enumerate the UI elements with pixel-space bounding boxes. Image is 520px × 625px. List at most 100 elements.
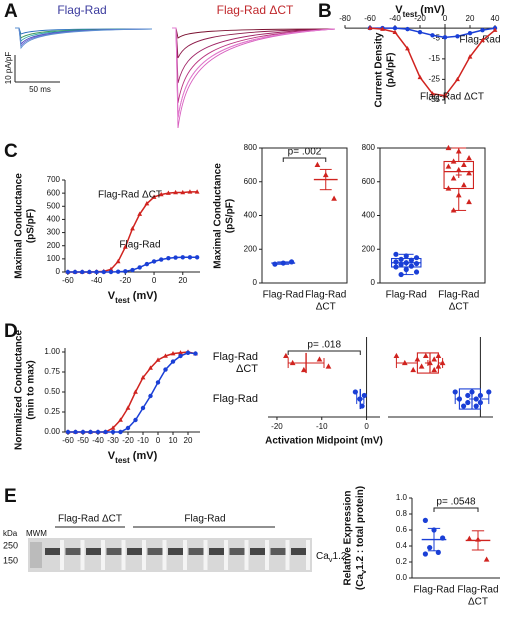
data-point xyxy=(166,256,171,261)
blot-lane-gap xyxy=(285,540,290,570)
data-point xyxy=(194,255,200,260)
x-tick-label: -20 xyxy=(414,14,426,23)
x-tick-label: -40 xyxy=(92,436,104,445)
y-axis-label: Relative Expression xyxy=(343,490,354,585)
category-label: ΔCT xyxy=(236,363,258,375)
y-tick-label: 0.00 xyxy=(44,427,60,436)
data-point xyxy=(431,356,438,362)
data-point xyxy=(405,45,410,51)
data-point xyxy=(155,357,161,362)
data-point xyxy=(283,352,289,359)
data-point xyxy=(431,527,437,533)
category-label: Flag-Rad xyxy=(438,290,479,301)
p-value: p= .002 xyxy=(288,147,322,158)
data-point xyxy=(414,356,421,362)
data-point xyxy=(403,266,409,273)
data-point xyxy=(140,405,146,411)
data-point xyxy=(103,429,108,435)
x-tick-label: 0 xyxy=(152,276,157,285)
data-point xyxy=(140,374,146,380)
x-axis-label-part: V xyxy=(108,290,116,302)
data-point xyxy=(401,359,408,366)
data-point xyxy=(123,269,128,274)
data-point xyxy=(170,359,176,364)
y-tick-label: -5 xyxy=(433,33,441,42)
significance-bracket xyxy=(282,157,327,162)
data-point xyxy=(144,261,150,267)
data-point xyxy=(170,350,176,356)
blot-lane-gap xyxy=(244,540,249,570)
blot-label: Flag-Rad xyxy=(184,514,225,525)
trace-label: Flag-Rad xyxy=(57,3,106,17)
data-point xyxy=(435,363,442,369)
data-point xyxy=(392,29,398,34)
data-point xyxy=(80,269,85,275)
data-point xyxy=(352,389,358,395)
blot-band xyxy=(45,548,60,555)
x-axis-label: Activation Midpoint (mV) xyxy=(265,436,383,447)
data-point xyxy=(413,260,420,267)
series-label: Flag-Rad ΔCT xyxy=(420,92,484,103)
data-point xyxy=(163,353,168,358)
data-point xyxy=(422,352,429,359)
data-point xyxy=(435,352,442,359)
data-point xyxy=(410,366,417,373)
data-point xyxy=(101,269,106,275)
data-point xyxy=(173,189,179,195)
data-point xyxy=(148,393,153,399)
current-trace xyxy=(172,27,336,59)
data-point xyxy=(461,161,467,167)
data-point xyxy=(450,207,457,213)
y-tick-label: 300 xyxy=(47,228,61,237)
current-trace xyxy=(172,27,336,129)
scale-label: 10 pA/pF xyxy=(4,52,13,85)
data-point xyxy=(465,392,471,399)
x-tick-label: -60 xyxy=(62,436,74,445)
x-axis-label-part: (mV) xyxy=(417,4,445,16)
x-tick-label: 0 xyxy=(364,422,369,431)
x-axis-label: Vtest (mV) xyxy=(108,450,158,465)
x-tick-label: -60 xyxy=(62,276,74,285)
y-tick-label: 0.2 xyxy=(396,557,408,566)
blot-label: kDa xyxy=(3,529,18,538)
data-point xyxy=(486,389,492,395)
category-label: Flag-Rad xyxy=(213,393,258,405)
x-tick-label: -30 xyxy=(107,436,119,445)
data-point xyxy=(439,359,446,366)
data-point xyxy=(380,26,385,31)
blot-band xyxy=(147,548,163,555)
blot-lane-gap xyxy=(142,540,146,570)
y-tick-label: 800 xyxy=(362,143,376,152)
blot-label: 250 xyxy=(3,540,18,550)
data-point xyxy=(137,265,142,270)
data-point xyxy=(133,417,138,423)
blot-label-part: Ca xyxy=(316,551,329,562)
data-point xyxy=(159,257,164,262)
data-point xyxy=(456,396,462,402)
data-point xyxy=(357,396,363,402)
data-point xyxy=(122,244,128,249)
data-point xyxy=(408,263,414,269)
data-point xyxy=(469,389,475,395)
data-point xyxy=(72,269,78,275)
data-point xyxy=(480,27,485,33)
y-tick-label: 0 xyxy=(371,278,376,287)
data-point xyxy=(477,392,483,399)
y-tick-label: -25 xyxy=(428,74,440,83)
data-point xyxy=(115,269,121,274)
x-tick-label: 0 xyxy=(443,14,448,23)
y-tick-label: 0.8 xyxy=(396,509,408,518)
data-point xyxy=(194,189,200,194)
data-point xyxy=(473,396,479,402)
data-point xyxy=(442,35,448,40)
data-point xyxy=(450,158,457,164)
y-tick-label: 800 xyxy=(244,143,258,152)
x-tick-label: -20 xyxy=(120,276,132,285)
x-tick-label: 10 xyxy=(169,436,178,445)
data-point xyxy=(431,366,438,373)
data-point xyxy=(467,31,473,36)
blot-lane-gap xyxy=(101,540,105,570)
data-point xyxy=(272,261,278,267)
data-point xyxy=(413,255,420,261)
